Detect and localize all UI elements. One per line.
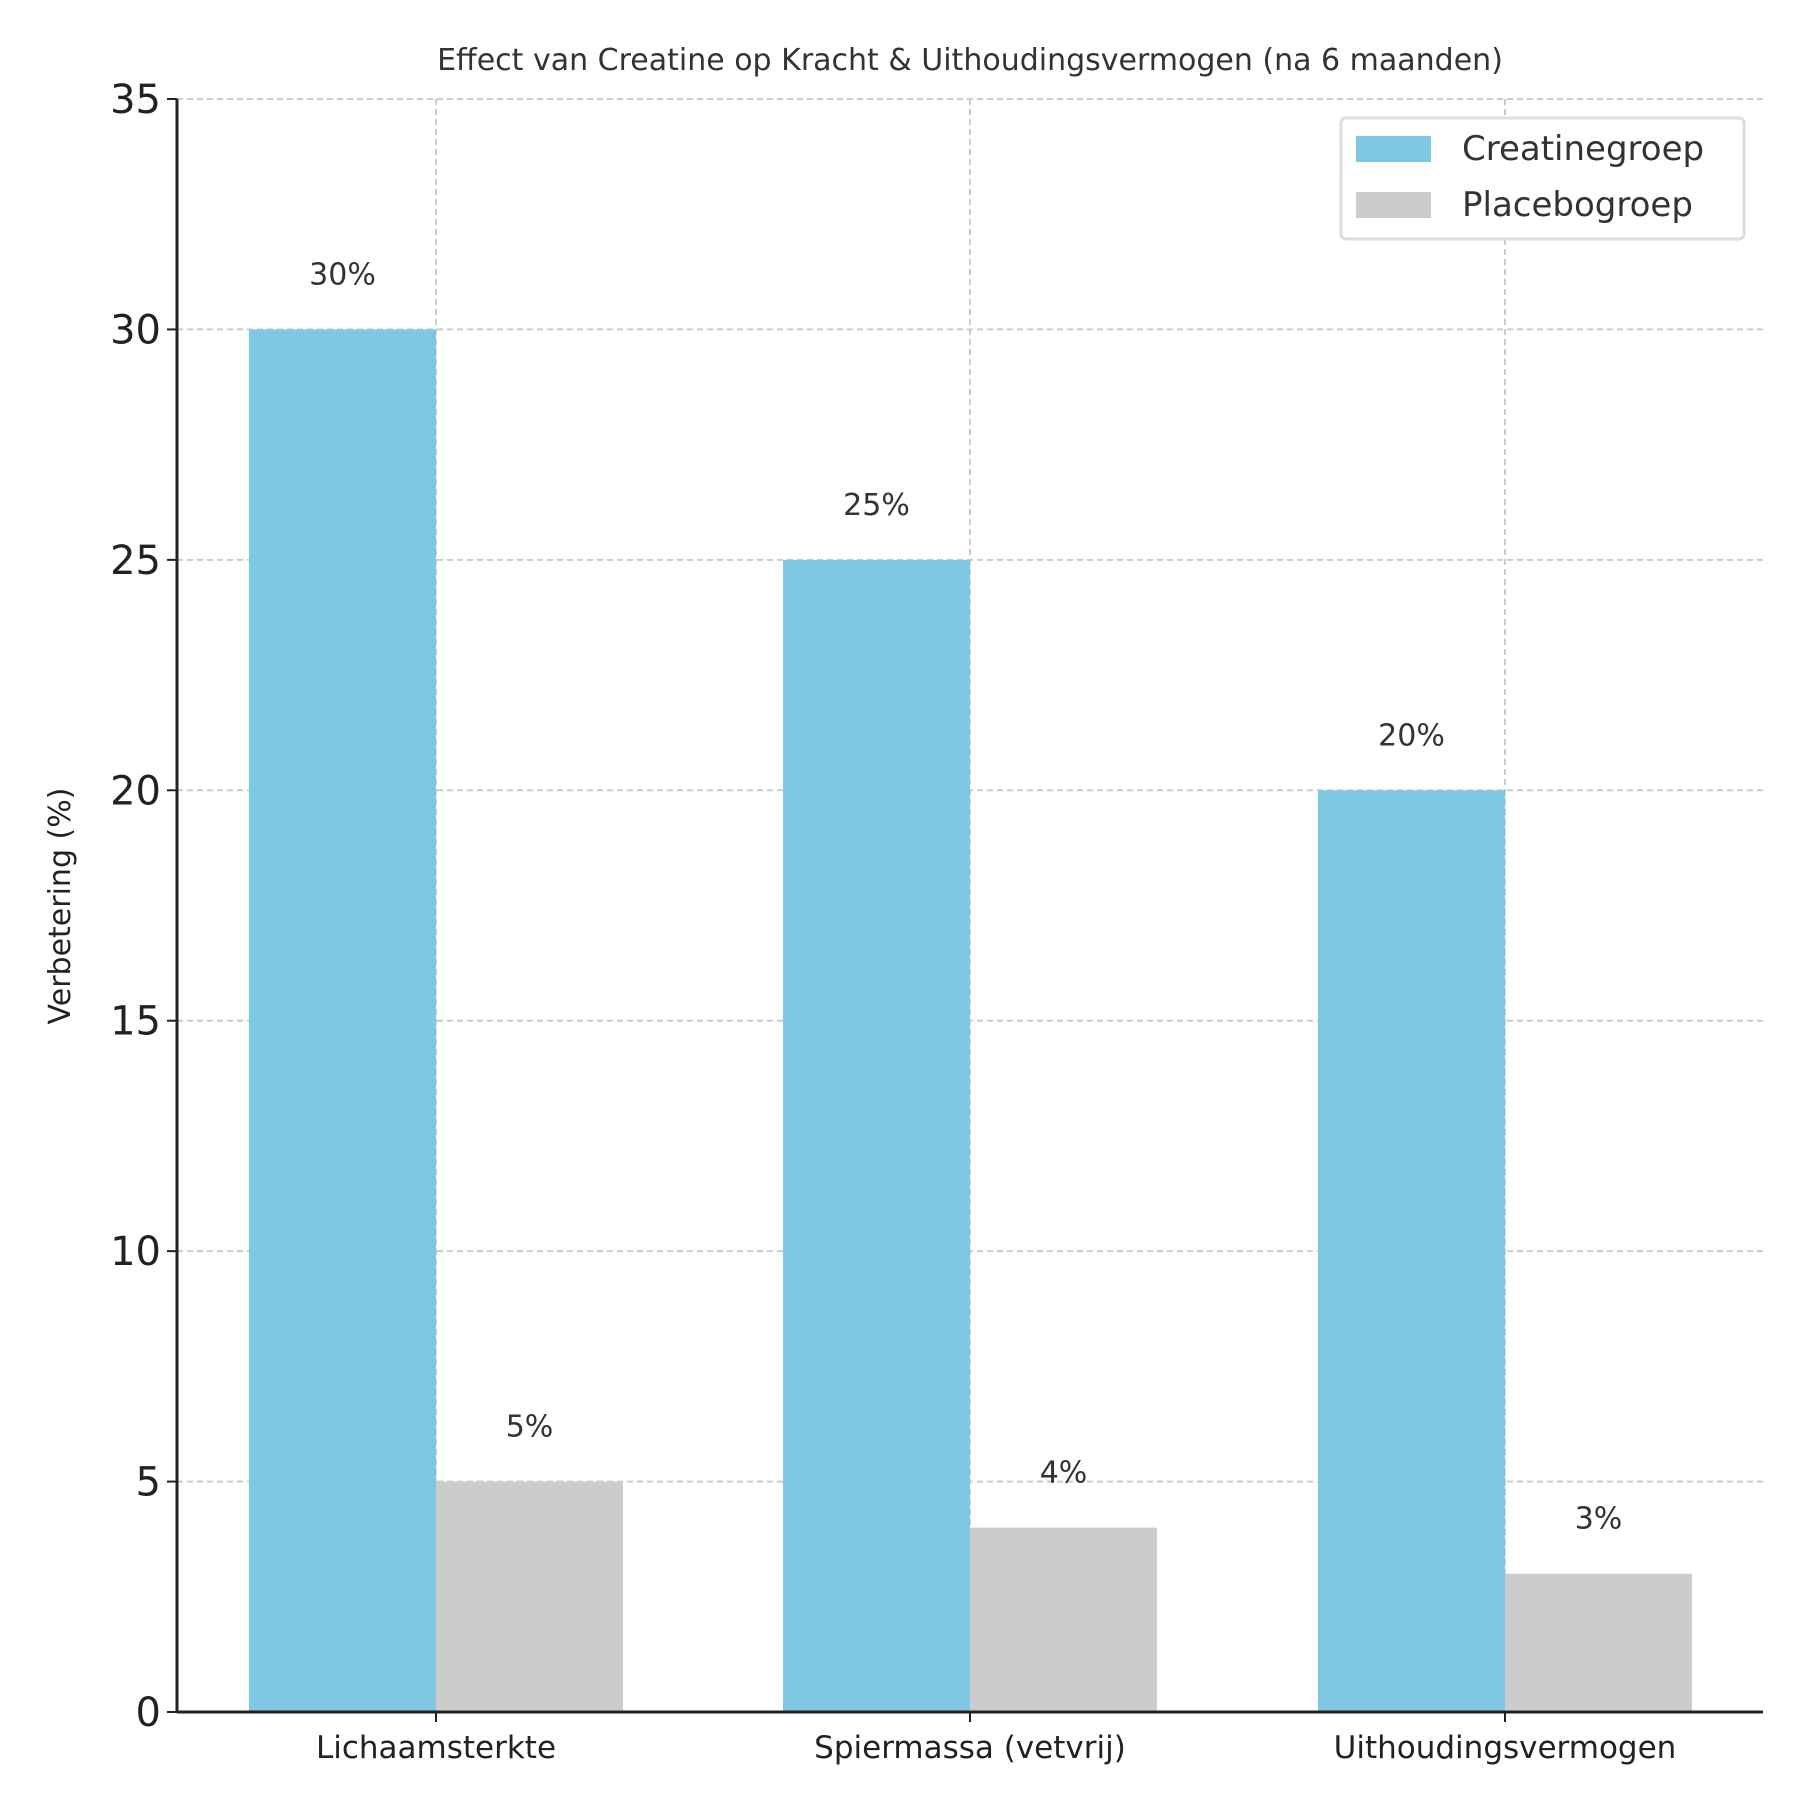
legend-box <box>1339 116 1746 241</box>
bar-placebo <box>970 1527 1157 1712</box>
data-label: 20% <box>1378 718 1445 753</box>
legend-swatch <box>1356 192 1431 218</box>
legend-label: Creatinegroep <box>1462 129 1704 169</box>
bar-placebo <box>1505 1573 1692 1712</box>
x-tick-label: Uithoudingsvermogen <box>1334 1730 1677 1766</box>
y-tick-label: 0 <box>136 1690 161 1736</box>
bar-creatine <box>783 559 970 1712</box>
x-tick-label: Lichaamsterkte <box>316 1730 556 1766</box>
x-tick-label: Spiermassa (vetvrij) <box>814 1730 1126 1766</box>
y-tick-label: 25 <box>110 538 161 584</box>
y-tick-label: 20 <box>110 768 161 814</box>
y-axis-label: Verbetering (%) <box>43 788 78 1025</box>
y-tick-label: 10 <box>110 1229 161 1275</box>
data-label: 4% <box>1040 1456 1088 1491</box>
y-tick-label: 5 <box>136 1460 161 1506</box>
legend-label: Placebogroep <box>1462 185 1693 225</box>
legend-swatch <box>1356 136 1431 162</box>
y-tick-label: 35 <box>110 77 161 123</box>
data-label: 25% <box>843 488 910 523</box>
data-label: 30% <box>309 257 376 292</box>
y-tick-label: 15 <box>110 999 161 1045</box>
bar-creatine <box>249 329 436 1712</box>
data-label: 3% <box>1575 1502 1623 1537</box>
data-label: 5% <box>506 1410 554 1445</box>
bar-placebo <box>436 1481 623 1712</box>
y-tick-label: 30 <box>110 307 161 353</box>
legend: Creatinegroep Placebogroep <box>1339 116 1746 241</box>
bar-creatine <box>1318 790 1505 1712</box>
chart-title: Effect van Creatine op Kracht & Uithoudi… <box>437 43 1503 78</box>
